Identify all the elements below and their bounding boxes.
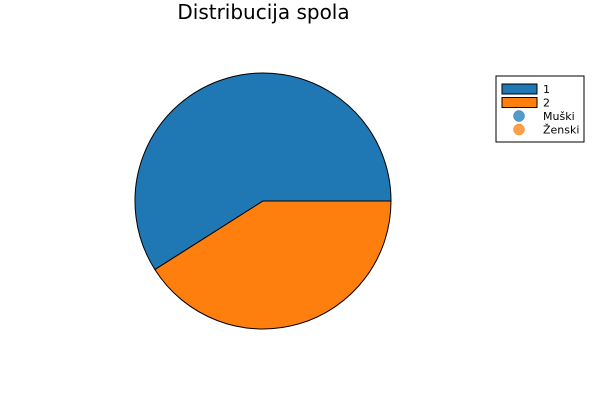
legend-label-1: 2 (543, 97, 550, 110)
legend-swatch-1 (501, 83, 538, 95)
legend-label-2: Muški (543, 110, 575, 123)
legend-swatch-2 (501, 97, 538, 108)
legend-box (495, 75, 585, 143)
legend-label-3: Ženski (543, 124, 579, 137)
legend-label-0: 1 (543, 83, 550, 96)
pie-slice-2 (154, 200, 392, 330)
pie-slices (134, 72, 392, 330)
pie-slice-1 (134, 72, 392, 271)
legend-marker-2 (513, 110, 525, 122)
legend-marker-3 (513, 123, 525, 136)
chart-title: Distribucija spola (177, 0, 350, 24)
